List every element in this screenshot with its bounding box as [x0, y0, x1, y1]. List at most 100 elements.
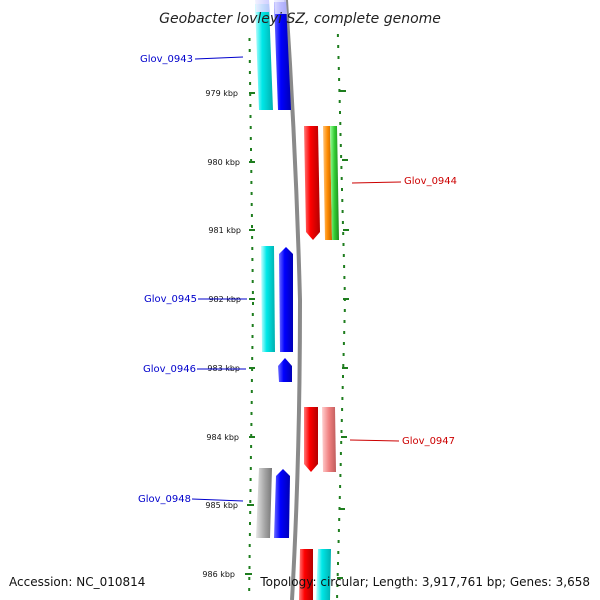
track-guide-dot: [249, 82, 252, 85]
gene-feature[interactable]: [274, 2, 291, 110]
track-guide-dot: [341, 408, 344, 411]
gene-label-leaders: [191, 56, 402, 502]
track-guide-dot: [343, 276, 346, 279]
track-guide-dot: [338, 100, 341, 103]
track-guide-dot: [337, 562, 339, 565]
track-guide-dot: [339, 122, 342, 125]
track-guide-dot: [342, 243, 345, 246]
track-guide-dot: [249, 489, 252, 492]
track-guide-dot: [342, 232, 345, 235]
leader-line: [351, 181, 402, 184]
gene-feature[interactable]: [278, 358, 292, 382]
gene-feature[interactable]: [316, 549, 331, 600]
track-guide-dot: [248, 544, 251, 547]
track-guide-dot: [341, 386, 344, 389]
gene-feature[interactable]: [323, 126, 332, 240]
track-guide-dot: [342, 342, 345, 345]
track-guide-dot: [340, 430, 343, 433]
track-guide-dot: [249, 478, 252, 481]
track-guide-dot: [343, 309, 346, 312]
track-guide-dot: [250, 148, 252, 151]
track-guide-dot: [337, 540, 340, 543]
gene-label[interactable]: Glov_0944: [404, 176, 457, 187]
track-guide-dot: [248, 71, 251, 74]
gene-feature[interactable]: [261, 246, 275, 352]
gene-feature[interactable]: [274, 469, 290, 538]
track-guide-dot: [251, 225, 253, 228]
gene-label[interactable]: Glov_0947: [402, 436, 455, 447]
track-guide-dot: [251, 346, 254, 349]
track-guide-dot: [250, 214, 253, 217]
gene-feature[interactable]: [299, 549, 313, 600]
gene-feature[interactable]: [255, 0, 270, 12]
track-guide-dot: [250, 434, 253, 437]
track-guide-dot: [250, 192, 253, 195]
track-guide-dot: [250, 412, 253, 415]
track-guide-dot: [337, 529, 340, 532]
gene-feature[interactable]: [274, 0, 287, 14]
track-guide-dot: [251, 368, 254, 371]
track-guide-dot: [336, 34, 339, 37]
gene-feature[interactable]: [304, 407, 318, 472]
track-guide-dot: [248, 588, 251, 591]
forward-strand-genes: [299, 126, 339, 600]
track-guide-dot: [339, 485, 342, 488]
track-guide-dot: [249, 511, 252, 514]
gene-label[interactable]: Glov_0945: [144, 294, 197, 305]
track-guide-dot: [337, 45, 340, 48]
gene-label[interactable]: Glov_0948: [138, 494, 191, 505]
track-guide-dot: [337, 67, 340, 70]
ruler-tick-label: 984 kbp: [206, 433, 239, 442]
track-guide-dot: [339, 144, 342, 147]
track-guide-dot: [249, 456, 252, 459]
gene-feature[interactable]: [330, 126, 339, 240]
track-guide-dot: [249, 115, 252, 118]
track-guide-dot: [249, 467, 252, 470]
gene-label[interactable]: Glov_0943: [140, 54, 193, 65]
track-guide-dot: [251, 258, 254, 261]
gene-feature[interactable]: [255, 4, 273, 110]
track-guide-dot: [250, 401, 253, 404]
map-title: Geobacter lovleyi SZ, complete genome: [159, 11, 441, 27]
track-guide-dot: [340, 419, 343, 422]
track-guide-dot: [248, 49, 251, 52]
gene-feature[interactable]: [279, 247, 293, 352]
track-guide-dot: [248, 38, 251, 41]
track-guide-dot: [249, 137, 252, 140]
track-guide-dot: [342, 364, 345, 367]
track-guide-dot: [343, 320, 346, 323]
track-guide-dot: [336, 573, 339, 576]
reverse-strand-genes: [255, 0, 293, 538]
track-guide-dot: [248, 566, 251, 569]
track-guide-dot: [252, 302, 254, 305]
track-guide-dot: [248, 60, 251, 63]
track-guide-dot: [248, 555, 251, 558]
track-guide-dot: [250, 390, 253, 393]
track-guide-dot: [251, 357, 254, 360]
track-guide-dot: [340, 177, 343, 180]
track-guide-dot: [341, 221, 344, 224]
track-guide-dot: [250, 203, 253, 206]
track-guide-dot: [251, 335, 254, 338]
track-guide-dot: [342, 254, 345, 257]
track-guide-dot: [248, 533, 251, 536]
gene-feature[interactable]: [304, 126, 320, 240]
track-guide-dot: [251, 324, 254, 327]
leader-line: [194, 56, 244, 60]
track-guide-dot: [340, 166, 343, 169]
genome-backbone: [284, 0, 303, 600]
track-guide-dot: [343, 265, 346, 268]
track-guide-dot: [251, 247, 254, 250]
gene-label[interactable]: Glov_0946: [143, 364, 196, 375]
track-guide-dot: [336, 595, 339, 598]
gene-feature[interactable]: [322, 407, 336, 472]
track-guide-dot: [341, 210, 344, 213]
gene-feature[interactable]: [256, 468, 272, 538]
track-guide-dot: [341, 199, 344, 202]
track-guide-dot: [250, 379, 253, 382]
track-guide-dot: [342, 375, 344, 378]
track-guide-dot: [340, 441, 343, 444]
track-guide-dot: [339, 111, 341, 114]
track-guide-dot: [249, 500, 252, 503]
